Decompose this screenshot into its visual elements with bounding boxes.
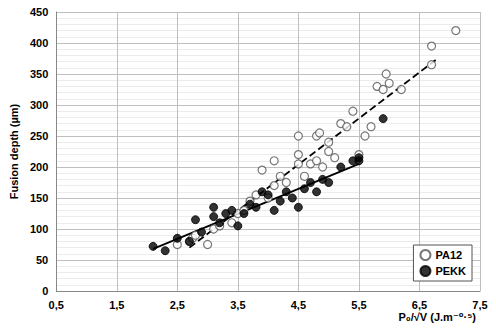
svg-text:350: 350 [30,68,48,80]
svg-text:PA12: PA12 [435,249,462,261]
svg-text:150: 150 [30,192,48,204]
svg-text:4,5: 4,5 [291,299,306,311]
svg-text:6,5: 6,5 [412,299,427,311]
svg-text:450: 450 [30,6,48,18]
svg-text:3,5: 3,5 [230,299,245,311]
svg-text:2,5: 2,5 [170,299,185,311]
svg-text:7,5: 7,5 [472,299,487,311]
svg-text:5,5: 5,5 [351,299,366,311]
svg-text:400: 400 [30,37,48,49]
svg-text:200: 200 [30,161,48,173]
svg-text:250: 250 [30,130,48,142]
svg-text:P₀/√V (J.m⁻⁰·⁵): P₀/√V (J.m⁻⁰·⁵) [398,311,476,323]
svg-text:50: 50 [36,254,48,266]
svg-text:1,5: 1,5 [109,299,124,311]
svg-text:0,5: 0,5 [49,299,64,311]
svg-text:0: 0 [42,285,48,297]
svg-text:PEKK: PEKK [435,265,466,277]
svg-text:100: 100 [30,223,48,235]
svg-text:Fusion depth (µm): Fusion depth (µm) [8,103,20,199]
svg-text:300: 300 [30,99,48,111]
